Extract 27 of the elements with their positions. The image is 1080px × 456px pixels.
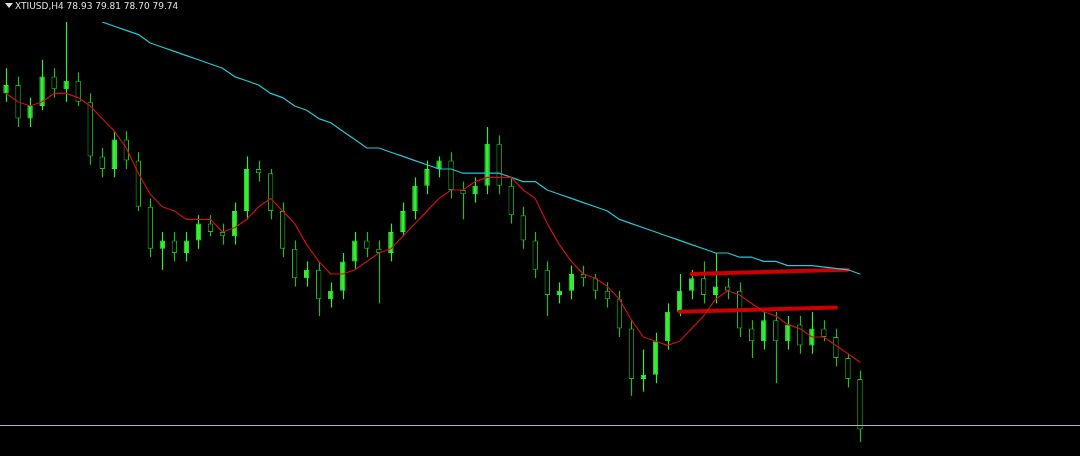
candlestick bbox=[364, 231, 370, 258]
candlestick bbox=[460, 181, 466, 220]
candlestick bbox=[424, 160, 430, 195]
candlestick bbox=[352, 231, 358, 271]
candlestick bbox=[797, 315, 803, 355]
candlestick bbox=[171, 231, 178, 262]
candlestick bbox=[99, 147, 105, 178]
candlestick bbox=[700, 260, 707, 304]
candlestick bbox=[785, 315, 791, 351]
candlestick bbox=[412, 176, 418, 220]
chart-title: XTIUSD,H4 78.93 79.81 78.70 79.74 bbox=[15, 0, 179, 11]
candlestick bbox=[388, 223, 394, 262]
candlestick bbox=[159, 231, 166, 271]
candlestick bbox=[75, 71, 81, 107]
candlestick bbox=[688, 269, 695, 300]
candlestick bbox=[400, 202, 406, 237]
candlestick bbox=[183, 231, 190, 262]
candlestick bbox=[436, 155, 442, 178]
candlestick bbox=[821, 319, 827, 342]
candlestick bbox=[472, 176, 478, 204]
candlestick bbox=[27, 97, 33, 128]
candlestick bbox=[845, 353, 851, 388]
candlestick bbox=[3, 67, 9, 103]
candlestick bbox=[376, 239, 382, 304]
candlestick bbox=[51, 67, 57, 99]
candlestick bbox=[63, 21, 69, 103]
candlestick bbox=[833, 328, 839, 367]
